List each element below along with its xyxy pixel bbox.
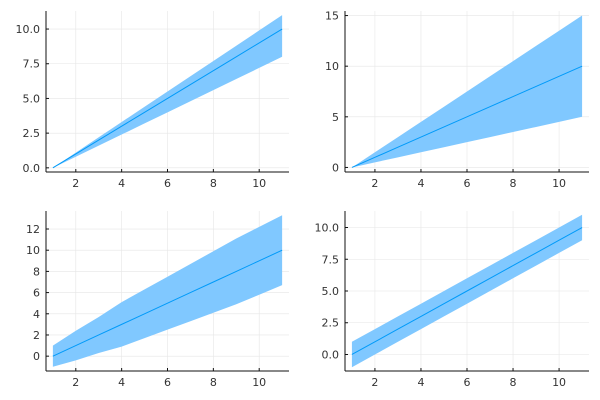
ribbon-band bbox=[52, 15, 283, 168]
x-tick-label: 2 bbox=[72, 177, 79, 190]
x-tick-label: 2 bbox=[371, 376, 378, 389]
x-tick-label: 4 bbox=[417, 177, 424, 190]
panel-top-right: 2 4 6 8 10 0 5 10 15 bbox=[325, 10, 589, 190]
x-tick-label: 6 bbox=[464, 376, 471, 389]
y-tick-label: 12 bbox=[26, 223, 40, 236]
y-tick-label: 2.5 bbox=[322, 317, 340, 330]
ribbon-band bbox=[52, 215, 283, 367]
x-tick-label: 8 bbox=[210, 376, 217, 389]
x-tick-label: 2 bbox=[371, 177, 378, 190]
y-tick-label: 15 bbox=[325, 10, 339, 23]
panel-top-left: 2 4 6 8 10 0.0 2.5 5.0 7.5 10.0 bbox=[16, 11, 289, 190]
x-tick-label: 4 bbox=[118, 376, 125, 389]
y-tick-label: 5.0 bbox=[322, 285, 340, 298]
y-tick-label: 10.0 bbox=[315, 222, 340, 235]
series-line bbox=[351, 65, 583, 168]
x-tick-label: 10 bbox=[252, 376, 266, 389]
y-tick-label: 7.5 bbox=[23, 58, 41, 71]
y-tick-label: 4 bbox=[33, 308, 40, 321]
y-tick-label: 8 bbox=[33, 265, 40, 278]
panel-bottom-right: 2 4 6 8 10 0.0 2.5 5.0 7.5 10.0 bbox=[315, 211, 589, 389]
y-tick-label: 10.0 bbox=[16, 23, 41, 36]
y-tick-label: 10 bbox=[26, 244, 40, 257]
series-line bbox=[52, 28, 283, 169]
y-tick-label: 6 bbox=[33, 287, 40, 300]
x-tick-label: 4 bbox=[417, 376, 424, 389]
y-tick-label: 0 bbox=[33, 350, 40, 363]
y-tick-label: 0.0 bbox=[23, 162, 41, 175]
x-tick-label: 4 bbox=[118, 177, 125, 190]
y-tick-label: 2 bbox=[33, 329, 40, 342]
x-tick-label: 8 bbox=[210, 177, 217, 190]
x-tick-label: 8 bbox=[510, 177, 517, 190]
x-tick-label: 6 bbox=[164, 177, 171, 190]
x-tick-label: 2 bbox=[72, 376, 79, 389]
x-tick-label: 10 bbox=[252, 177, 266, 190]
y-tick-label: 5 bbox=[332, 111, 339, 124]
y-tick-label: 5.0 bbox=[23, 92, 41, 105]
x-tick-label: 10 bbox=[552, 177, 566, 190]
panel-bottom-left: 2 4 6 8 10 0 2 4 6 8 10 12 bbox=[26, 211, 289, 389]
x-tick-label: 8 bbox=[510, 376, 517, 389]
y-tick-label: 0 bbox=[332, 161, 339, 174]
series-line bbox=[52, 249, 283, 357]
y-tick-label: 2.5 bbox=[23, 127, 41, 140]
ribbon-band bbox=[351, 15, 583, 168]
x-tick-label: 6 bbox=[164, 376, 171, 389]
y-tick-label: 7.5 bbox=[322, 253, 340, 266]
y-tick-label: 0.0 bbox=[322, 348, 340, 361]
x-tick-label: 10 bbox=[552, 376, 566, 389]
x-tick-label: 6 bbox=[464, 177, 471, 190]
y-tick-label: 10 bbox=[325, 60, 339, 73]
series-line bbox=[351, 227, 583, 355]
